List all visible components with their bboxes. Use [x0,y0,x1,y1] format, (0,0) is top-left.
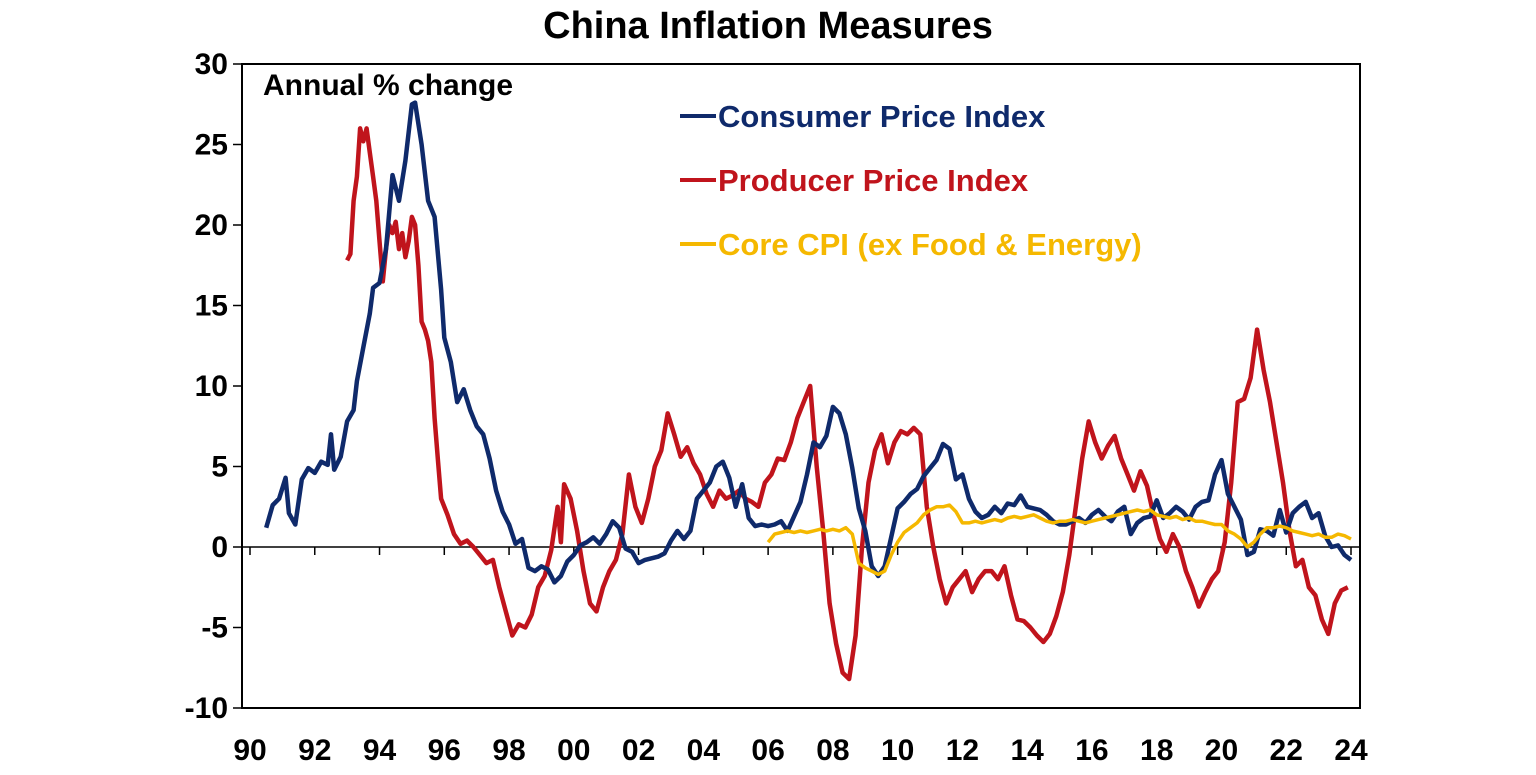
plot-area: 30 25 20 15 10 5 0 -5 -10 90 92 94 96 98 00 02 04 06 08 10… [185,48,1368,767]
x-tick-label: 18 [1140,734,1173,767]
y-tick-label: 10 [195,370,228,403]
x-tick-label: 12 [946,734,979,767]
y-axis: 30 25 20 15 10 5 0 -5 -10 [185,48,242,725]
x-tick-label: 10 [881,734,914,767]
x-tick-label: 96 [428,734,461,767]
series-line-2 [766,503,1352,577]
y-tick-label: 15 [195,290,228,323]
x-tick-label: 20 [1205,734,1238,767]
y-tick-label: 20 [195,209,228,242]
x-tick-label: 94 [363,734,397,767]
legend-label: Core CPI (ex Food & Energy) [718,227,1142,262]
axis-annotation: Annual % change [263,69,513,102]
y-tick-label: -5 [201,612,228,645]
x-axis: 90 92 94 96 98 00 02 04 06 08 10 12 14 16 18 20 22 24 [233,547,1368,767]
legend-label: Consumer Price Index [718,99,1046,134]
series-line-1 [345,126,1349,682]
legend: Consumer Price Index Producer Price Index… [680,99,1142,262]
x-tick-label: 24 [1334,734,1368,767]
x-tick-label: 14 [1010,734,1044,767]
y-tick-label: -10 [185,692,228,725]
x-tick-label: 08 [816,734,849,767]
x-tick-label: 90 [233,734,266,767]
x-tick-label: 04 [687,734,721,767]
x-tick-label: 16 [1075,734,1108,767]
x-tick-label: 22 [1270,734,1303,767]
x-tick-label: 02 [622,734,655,767]
chart-title: China Inflation Measures [543,5,993,47]
x-tick-label: 06 [751,734,784,767]
series-layer [264,100,1353,682]
y-tick-label: 5 [211,451,228,484]
y-tick-label: 30 [195,48,228,81]
plot-frame [241,63,1361,709]
legend-label: Producer Price Index [718,163,1029,198]
x-tick-label: 98 [492,734,525,767]
x-tick-label: 00 [557,734,590,767]
y-tick-label: 0 [211,531,228,564]
y-tick-label: 25 [195,129,228,162]
x-tick-label: 92 [298,734,331,767]
